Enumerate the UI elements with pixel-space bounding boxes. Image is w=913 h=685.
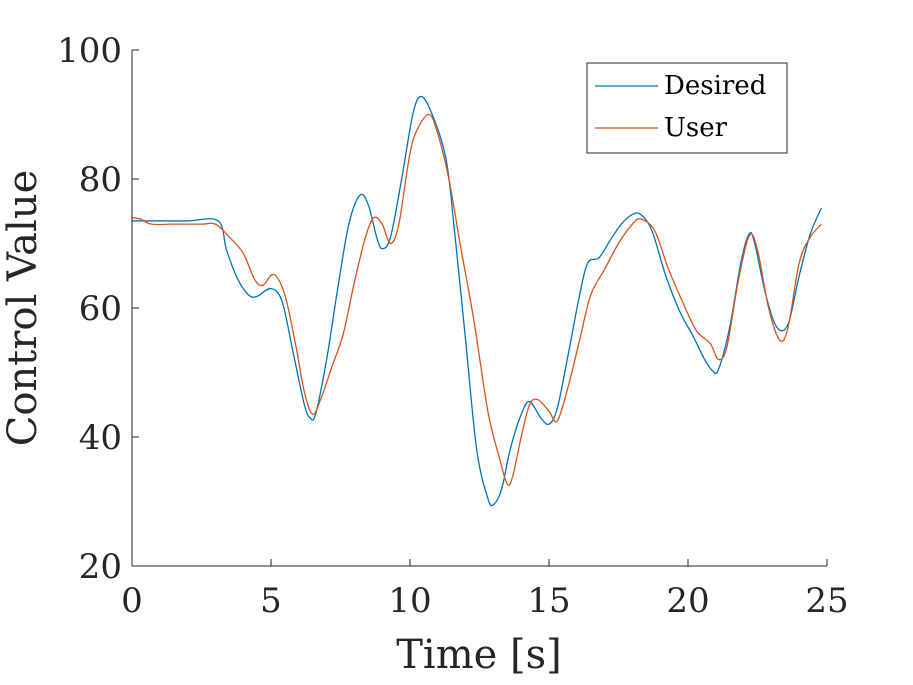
y-tick-label: 60 [79,289,122,329]
legend-label-desired: Desired [664,71,766,101]
x-tick-label: 10 [388,581,431,621]
x-ticks: 0 5 10 15 20 25 [121,559,849,621]
y-tick-label: 20 [79,547,122,587]
legend: Desired User [586,62,788,154]
series-layer [131,95,823,507]
y-ticks: 20 40 60 80 100 [57,31,139,587]
y-tick-label: 40 [79,418,122,458]
y-tick-label: 80 [79,160,122,200]
x-tick-label: 15 [527,581,570,621]
series-line-desired [131,95,823,507]
x-tick-label: 25 [805,581,848,621]
y-tick-label: 100 [57,31,122,71]
x-tick-label: 0 [121,581,143,621]
x-axis-title: Time [s] [396,632,562,678]
series-line-user [131,113,822,486]
legend-box [586,62,788,154]
x-tick-label: 20 [666,581,709,621]
legend-label-user: User [664,113,728,143]
x-tick-label: 5 [260,581,282,621]
y-axis-title: Control Value [0,170,46,447]
